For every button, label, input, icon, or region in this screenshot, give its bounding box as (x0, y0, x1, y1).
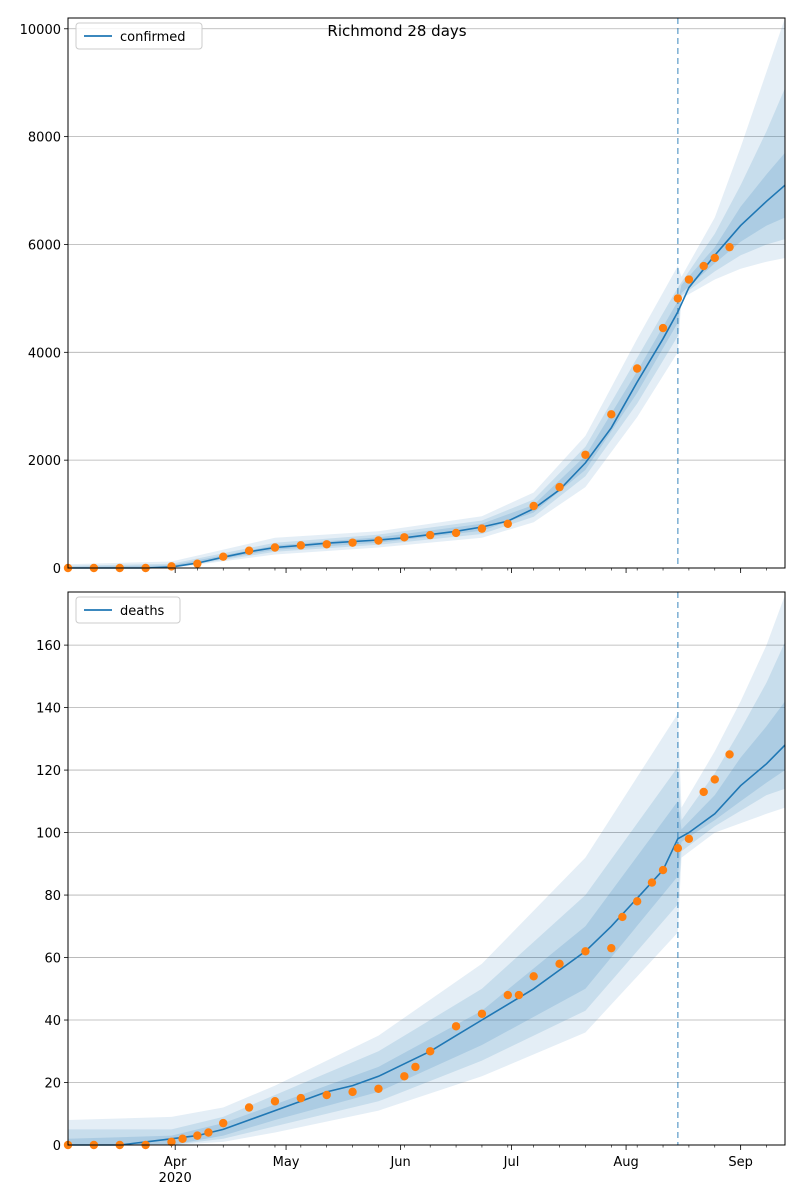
deaths-panel: 0 20 40 60 80 100 120 140 160 Apr May Jun Jul Aug Sep 2… (36, 591, 786, 1186)
uncertainty-band (68, 18, 785, 568)
observed-point (555, 959, 564, 968)
observed-point (658, 865, 668, 875)
observed-point (204, 1128, 213, 1137)
uncertainty-band (68, 701, 785, 1145)
observed-point (581, 450, 590, 459)
observed-point (725, 750, 734, 759)
observed-point (296, 1093, 306, 1103)
observed-point (193, 1131, 202, 1140)
observed-point (710, 775, 719, 784)
observed-point (451, 1022, 461, 1031)
observed-point (322, 1090, 331, 1100)
observed-point (270, 543, 280, 552)
observed-point (699, 261, 708, 271)
axes-frame (67, 17, 786, 569)
y-tick-label: 6000 (28, 238, 61, 253)
observed-point (400, 1072, 409, 1081)
y-tick-label: 80 (44, 889, 61, 904)
observed-point (710, 253, 719, 263)
uncertainty-band (68, 595, 785, 1145)
legend: deaths (75, 596, 181, 624)
chart-title: Richmond 28 days (327, 22, 466, 40)
observed-point (673, 294, 683, 303)
observed-point (503, 990, 513, 1000)
x-tick-label: Apr (164, 1155, 187, 1170)
observed-point (529, 972, 538, 981)
series-line (68, 744, 786, 1146)
observed-point (607, 943, 616, 953)
legend: confirmed (75, 22, 203, 50)
observed-point (167, 1137, 176, 1147)
observed-point (167, 562, 176, 571)
y-tick-label: 40 (44, 1014, 61, 1029)
observed-point (322, 540, 331, 549)
observed-point (555, 482, 564, 492)
observed-point (658, 323, 668, 333)
observed-point (270, 1097, 280, 1106)
observed-point (581, 947, 590, 956)
observed-point (244, 1103, 254, 1112)
observed-point (348, 538, 357, 547)
observed-point (529, 501, 538, 511)
observed-point (348, 1087, 357, 1097)
x-tick-label: May (273, 1155, 300, 1170)
observed-point (244, 546, 254, 555)
legend-box (75, 596, 181, 624)
y-tick-label: 4000 (28, 346, 61, 361)
x-tick-label: Jul (503, 1155, 520, 1170)
observed-point (451, 528, 461, 538)
observed-point (219, 552, 228, 561)
y-tick-label: 160 (36, 639, 61, 654)
x-tick-label: Jun (389, 1155, 410, 1170)
x-tick-label: Aug (613, 1155, 638, 1170)
observed-point (673, 843, 683, 853)
y-tick-label: 140 (36, 702, 61, 717)
observed-point (699, 787, 708, 797)
observed-point (411, 1062, 420, 1072)
observed-point (296, 541, 306, 550)
observed-point (607, 410, 616, 419)
axes-frame (67, 591, 786, 1146)
y-tick-label: 60 (44, 952, 61, 967)
observed-point (514, 990, 524, 1000)
legend-label: confirmed (120, 30, 186, 45)
observed-point (477, 524, 487, 533)
observed-point (684, 834, 694, 844)
observed-point (178, 1134, 187, 1143)
series-line (68, 184, 786, 569)
y-tick-label: 10000 (20, 23, 61, 38)
y-tick-label: 8000 (28, 131, 61, 146)
legend-box (75, 22, 203, 50)
observed-point (193, 559, 202, 568)
observed-point (725, 242, 734, 252)
observed-point (477, 1009, 487, 1018)
observed-point (374, 536, 383, 545)
legend-label: deaths (120, 604, 165, 619)
observed-point (503, 519, 513, 528)
y-tick-label: 120 (36, 764, 61, 779)
observed-point (425, 1047, 435, 1056)
y-tick-label: 0 (53, 1139, 61, 1154)
x-year-label: 2020 (159, 1171, 192, 1186)
observed-point (425, 530, 435, 540)
observed-point (632, 897, 642, 906)
observed-point (219, 1118, 228, 1128)
y-tick-label: 0 (53, 562, 61, 577)
confirmed-panel: 0 2000 4000 6000 8000 10000 confirmed (20, 17, 786, 577)
observed-point (647, 878, 657, 887)
x-tick-label: Sep (728, 1155, 753, 1170)
observed-point (374, 1084, 383, 1093)
observed-point (632, 364, 642, 373)
observed-point (618, 912, 627, 922)
y-tick-label: 2000 (28, 454, 61, 469)
observed-point (684, 275, 694, 284)
y-tick-label: 20 (44, 1077, 61, 1092)
observed-point (400, 533, 409, 542)
y-tick-label: 100 (36, 827, 61, 842)
